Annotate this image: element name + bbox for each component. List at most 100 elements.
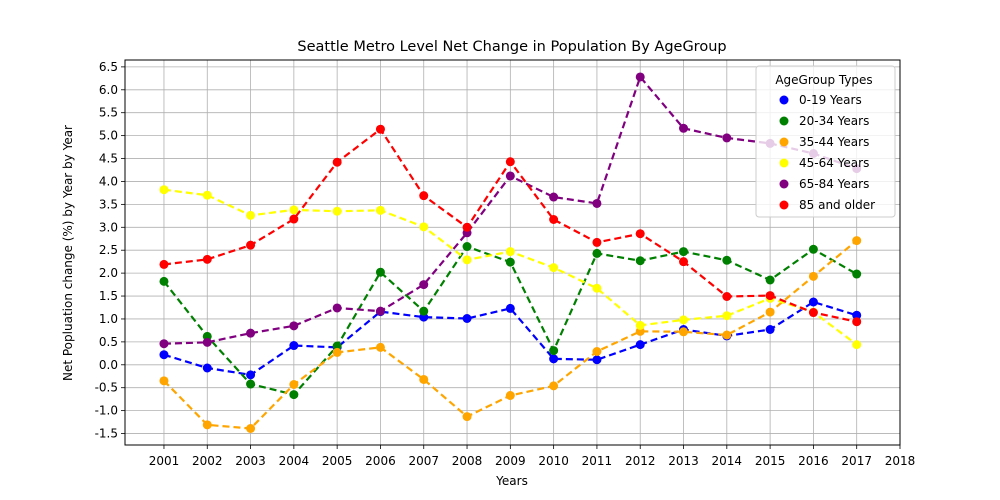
data-point [202,420,212,430]
data-point [765,275,775,285]
legend-box [755,65,896,218]
y-tick-label: 2.5 [99,243,118,257]
x-tick-label: 2006 [365,454,396,468]
legend-marker [779,116,789,126]
data-point [852,236,862,246]
data-point [722,133,732,143]
data-point [679,315,689,325]
data-point [679,327,689,337]
data-point [419,374,429,384]
data-point [332,303,342,313]
data-point [375,306,385,316]
y-tick-label: 0.5 [99,335,118,349]
data-point [419,280,429,290]
y-tick-label: 5.0 [99,129,118,143]
data-point [419,306,429,316]
x-tick-label: 2005 [322,454,353,468]
data-point [419,191,429,201]
x-tick-label: 2017 [841,454,872,468]
y-tick-label: 4.0 [99,174,118,188]
data-point [246,424,256,433]
data-point [505,257,515,267]
data-point [159,350,169,360]
data-point [246,370,256,380]
x-tick-label: 2004 [279,454,310,468]
data-point [419,222,429,232]
y-tick-label: -0.5 [95,381,118,395]
data-point [332,206,342,216]
data-point [202,363,212,373]
data-point [765,325,775,334]
legend-items: 0-19 Years 20-34 Years 35-44 Years 45-64 Ye… [779,93,875,212]
y-tick-label: 6.5 [99,60,118,74]
y-tick-label: 3.0 [99,220,118,234]
data-point [246,240,256,250]
data-point [765,291,775,301]
series-line [163,300,858,377]
legend-item: 85 and older [779,198,875,212]
data-point [202,337,212,347]
data-point [332,347,342,357]
data-point [505,247,515,257]
data-point [765,307,775,317]
data-point [289,214,299,224]
legend-label: 0-19 Years [799,93,862,107]
data-point [808,297,818,307]
data-point [852,310,862,320]
y-tick-label: 2.0 [99,266,118,280]
y-tick-label: 4.5 [99,152,118,166]
x-tick-label: 2007 [408,454,439,468]
data-point [808,308,818,318]
data-point [592,283,602,293]
data-point [462,222,472,232]
data-point [635,340,645,350]
data-point [679,123,689,133]
data-point [808,271,818,281]
data-point [289,205,299,215]
data-point [549,263,559,273]
data-point [462,412,472,422]
data-point [592,355,602,365]
data-point [679,247,689,257]
y-axis: 6.5 6.0 5.5 5.0 4.5 4.0 3.5 3.0 2.5 2.0 1.5 1.0 0.5 0… [95,60,125,441]
series-35-44-years [159,236,862,433]
data-point [635,72,645,82]
data-point [549,192,559,202]
data-point [289,380,299,389]
legend-label: 35-44 Years [799,135,869,149]
legend-item: 45-64 Years [779,156,869,170]
x-tick-label: 2009 [495,454,526,468]
data-point [722,255,732,265]
data-point [505,171,515,181]
data-point [289,390,299,400]
y-tick-label: 6.0 [99,83,118,97]
data-point [852,269,862,279]
legend-item: 35-44 Years [779,135,869,149]
data-point [635,320,645,330]
data-point [592,198,602,208]
x-tick-label: 2011 [582,454,613,468]
data-point [549,381,559,391]
legend-marker [779,137,789,147]
x-tick-label: 2013 [668,454,699,468]
data-point [808,244,818,254]
data-point [375,342,385,352]
x-tick-label: 2008 [452,454,483,468]
data-point [159,185,169,195]
legend-title: AgeGroup Types [775,73,872,87]
legend-label: 20-34 Years [799,114,869,128]
legend-marker [779,179,789,189]
legend-marker [779,158,789,168]
x-axis-title: Years [495,474,528,488]
data-point [159,259,169,269]
data-point [159,276,169,286]
data-point [592,347,602,356]
data-point [289,321,299,331]
data-point [375,124,385,134]
data-point [505,303,515,313]
data-point [722,292,732,301]
y-tick-label: 1.0 [99,312,118,326]
data-point [592,237,602,247]
data-point [246,328,256,338]
